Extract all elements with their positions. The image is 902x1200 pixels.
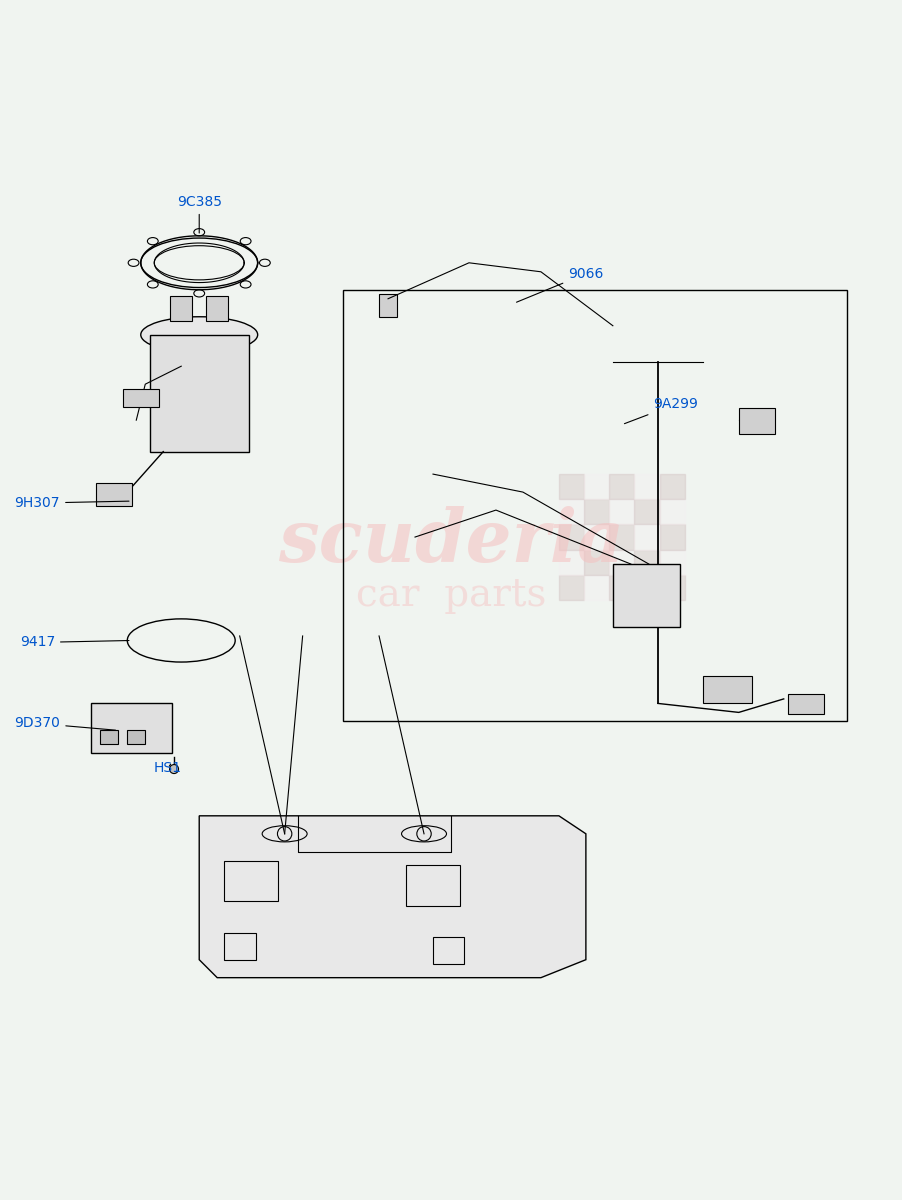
Text: 9A299: 9A299 bbox=[624, 397, 698, 424]
Bar bbox=[225, 860, 279, 901]
Bar bbox=[127, 731, 145, 744]
Text: 9C385: 9C385 bbox=[177, 194, 222, 233]
Bar bbox=[609, 575, 634, 600]
Bar bbox=[634, 499, 659, 524]
Bar bbox=[584, 575, 609, 600]
Bar bbox=[559, 550, 584, 575]
Bar bbox=[584, 474, 609, 499]
Text: HS1: HS1 bbox=[153, 761, 181, 775]
Bar bbox=[659, 575, 685, 600]
Bar bbox=[207, 296, 228, 322]
Text: 9417: 9417 bbox=[20, 636, 129, 649]
Bar bbox=[609, 550, 634, 575]
Bar bbox=[634, 474, 659, 499]
Text: 9D370: 9D370 bbox=[14, 716, 115, 731]
Bar bbox=[584, 499, 609, 524]
Polygon shape bbox=[199, 816, 586, 978]
Bar bbox=[609, 474, 634, 499]
Bar bbox=[788, 695, 824, 714]
Circle shape bbox=[170, 764, 179, 774]
Bar bbox=[225, 932, 256, 960]
Bar bbox=[433, 937, 465, 964]
Bar bbox=[584, 550, 609, 575]
Bar bbox=[739, 408, 775, 433]
Bar bbox=[609, 499, 634, 524]
Bar bbox=[659, 499, 685, 524]
Bar bbox=[559, 474, 584, 499]
Bar bbox=[100, 731, 118, 744]
Bar bbox=[634, 575, 659, 600]
Bar bbox=[123, 389, 159, 407]
Bar bbox=[612, 564, 680, 626]
Bar bbox=[609, 524, 634, 550]
Bar bbox=[584, 524, 609, 550]
Bar bbox=[379, 294, 397, 317]
Bar bbox=[96, 484, 132, 505]
Bar bbox=[659, 550, 685, 575]
Bar bbox=[634, 524, 659, 550]
Bar bbox=[559, 524, 584, 550]
Text: scuderia: scuderia bbox=[278, 506, 624, 577]
Bar bbox=[659, 474, 685, 499]
Bar bbox=[170, 296, 192, 322]
Bar bbox=[659, 524, 685, 550]
Text: car  parts: car parts bbox=[355, 577, 547, 614]
Text: 9066: 9066 bbox=[517, 266, 603, 302]
Ellipse shape bbox=[141, 317, 258, 353]
Bar bbox=[559, 575, 584, 600]
Bar bbox=[343, 289, 847, 721]
Bar bbox=[406, 865, 460, 906]
Bar bbox=[559, 499, 584, 524]
Bar bbox=[703, 677, 752, 703]
Bar bbox=[150, 335, 249, 451]
Text: 9H307: 9H307 bbox=[14, 496, 129, 510]
Bar bbox=[91, 703, 172, 752]
Bar bbox=[634, 550, 659, 575]
